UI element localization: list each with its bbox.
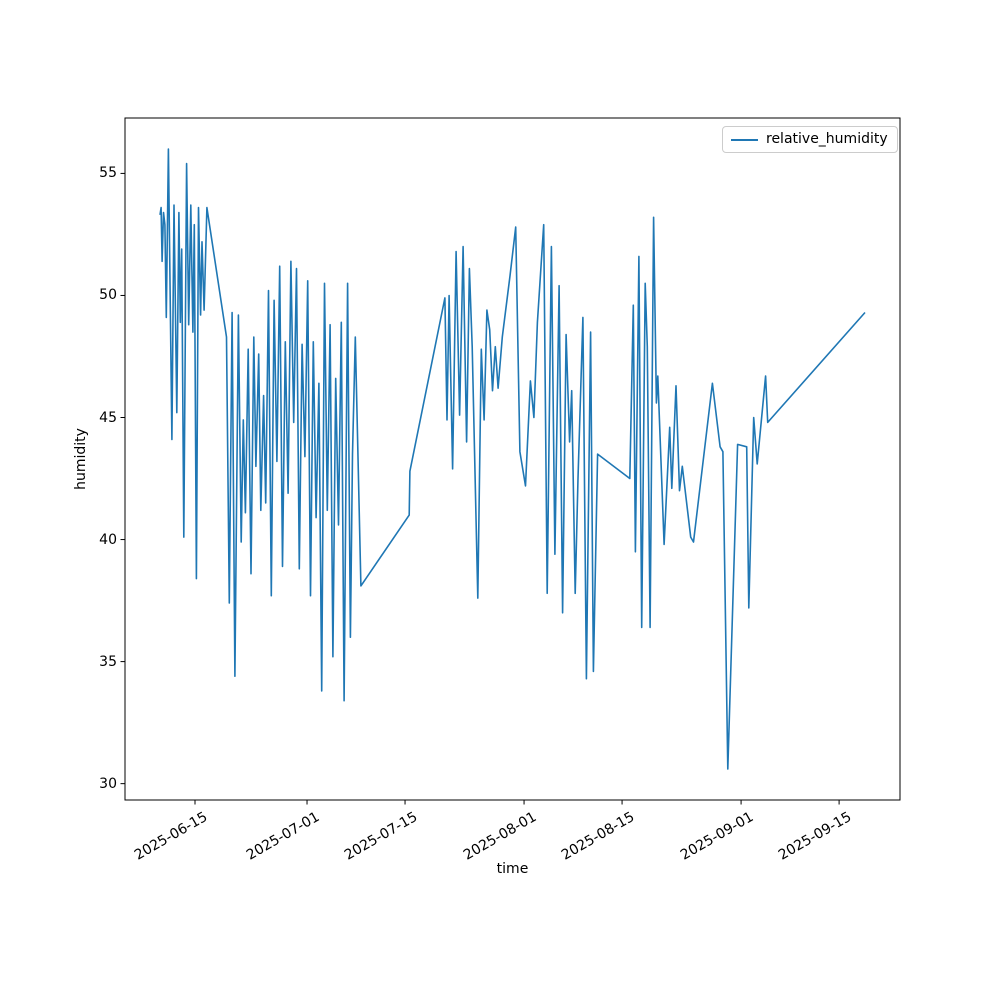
y-tick-label: 40 [99,531,117,548]
axes-spines [124,117,901,801]
plot-area [125,118,900,800]
y-tick-label: 30 [99,775,117,792]
legend-line-swatch [731,138,758,141]
y-tick-label: 55 [99,165,117,182]
y-axis-label: humidity [73,428,89,490]
x-axis-label: time [496,861,529,877]
legend-label: relative_humidity [766,131,888,147]
y-tick-label: 45 [99,409,117,426]
tick-marks [120,172,840,805]
humidity-line [159,148,866,770]
y-tick-label: 35 [99,653,117,670]
y-tick-label: 50 [99,287,117,304]
legend: relative_humidity [722,126,898,153]
